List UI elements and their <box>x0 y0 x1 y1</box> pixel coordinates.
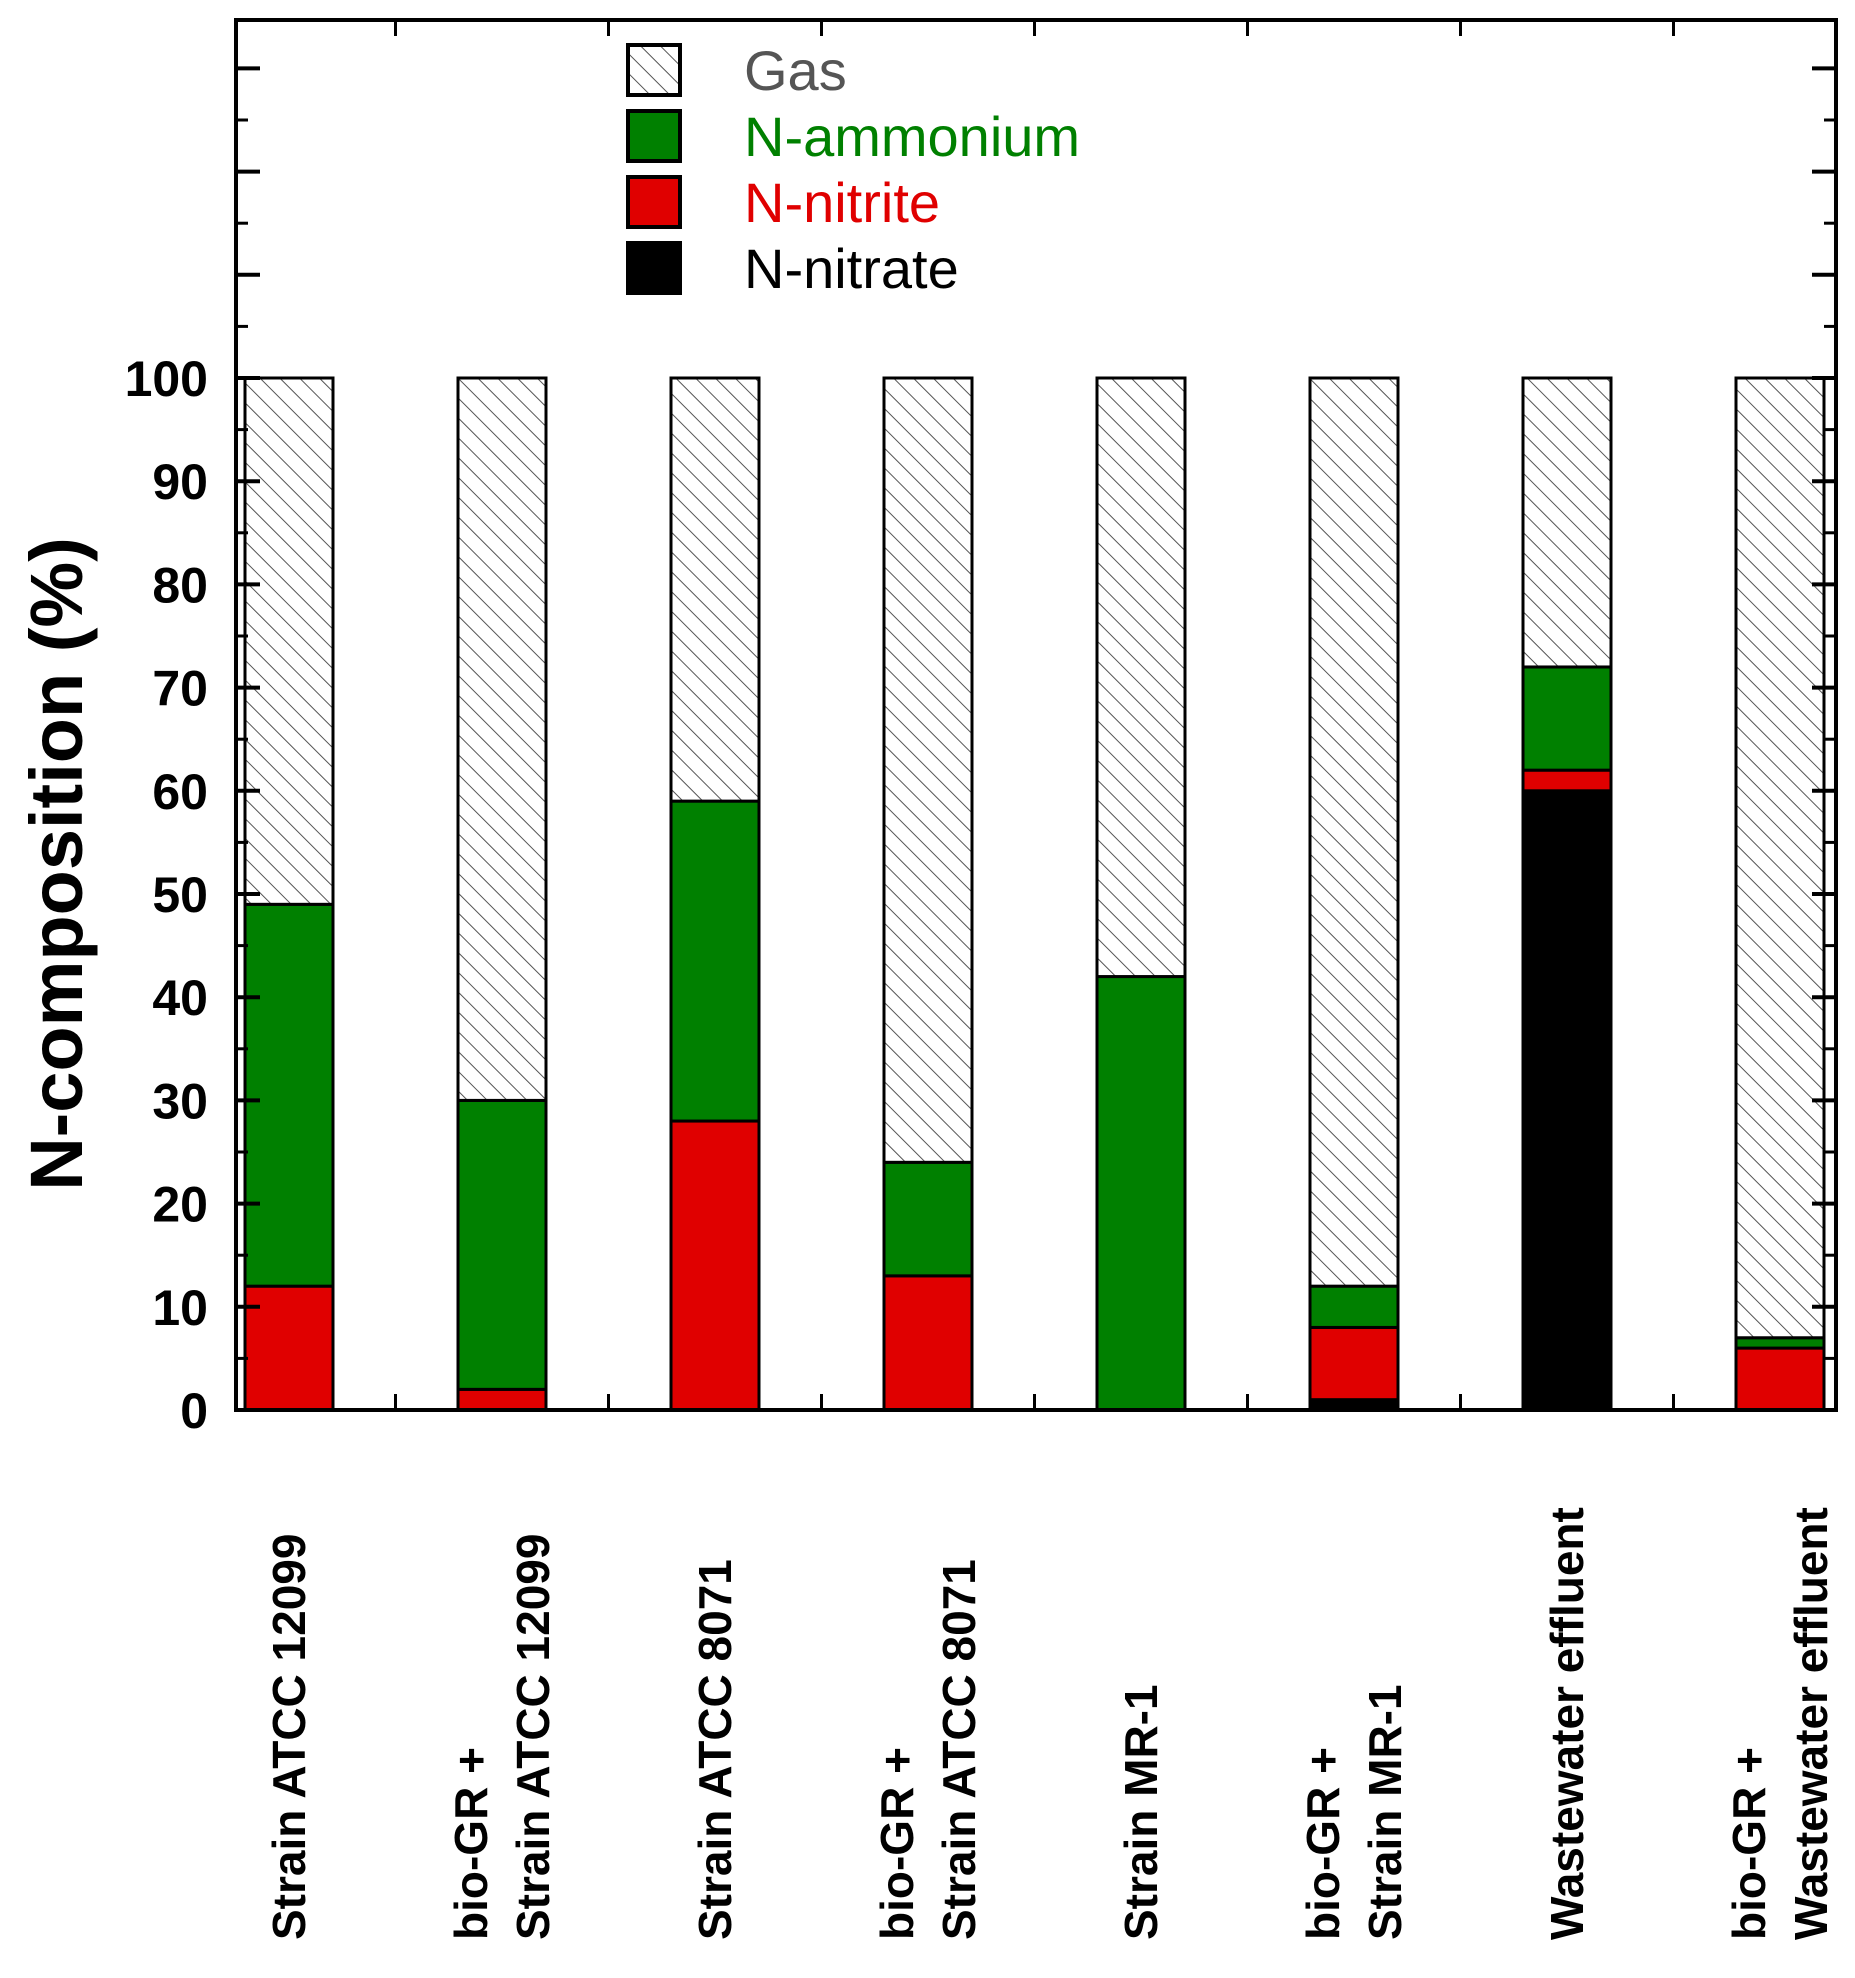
bar-n-nitrate-7 <box>1521 789 1613 1412</box>
x-category-label-line: Strain ATCC 12099 <box>263 1534 315 1940</box>
x-category-label: Strain MR-1 <box>1115 1684 1167 1940</box>
bars-layer <box>243 376 1826 1412</box>
bar-n-nitrite-6 <box>1308 1325 1400 1402</box>
legend-swatch <box>626 241 682 295</box>
legend-label: N-ammonium <box>744 105 1080 168</box>
legend-label: Gas <box>744 39 847 102</box>
bar-gas-3 <box>669 376 761 803</box>
y-tick-label: 40 <box>152 970 208 1026</box>
x-axis-categories: Strain ATCC 12099 bio-GR + Strain ATCC 120… <box>263 1507 1837 1940</box>
bar-gas-4 <box>882 376 974 1164</box>
y-tick-label: 100 <box>125 351 208 407</box>
legend-swatch <box>626 43 682 97</box>
y-tick-label: 90 <box>152 454 208 510</box>
x-category-label-line: Strain ATCC 12099 <box>507 1534 559 1940</box>
x-category-label-line: Strain MR-1 <box>1115 1684 1167 1940</box>
legend-item-gas: Gas <box>626 39 847 102</box>
y-axis-label: N-composition (%) <box>15 537 98 1191</box>
x-category-label: Strain ATCC 12099 <box>263 1534 315 1940</box>
x-category-label-line: Wastewater effluent <box>1541 1507 1593 1940</box>
legend-swatch <box>626 109 682 163</box>
x-category-label-line: Strain ATCC 8071 <box>933 1559 985 1940</box>
bar-n-nitrite-7 <box>1521 768 1613 793</box>
bar-gas-8 <box>1734 376 1826 1340</box>
y-tick-label: 60 <box>152 764 208 820</box>
x-category-label: bio-GR + Wastewater effluent <box>1723 1507 1837 1940</box>
x-category-label-line: Strain ATCC 8071 <box>689 1559 741 1940</box>
bar-n-ammonium-4 <box>882 1160 974 1278</box>
bar-n-nitrite-8 <box>1734 1346 1826 1412</box>
bar-n-ammonium-8 <box>1734 1336 1826 1350</box>
bar-n-ammonium-2 <box>456 1098 548 1391</box>
y-tick-label: 10 <box>152 1280 208 1336</box>
y-tick-label: 30 <box>152 1073 208 1129</box>
bar-n-ammonium-7 <box>1521 665 1613 772</box>
y-tick-label: 80 <box>152 557 208 613</box>
bar-gas-7 <box>1521 376 1613 669</box>
x-category-label: bio-GR + Strain ATCC 8071 <box>871 1559 985 1940</box>
bar-n-nitrite-1 <box>243 1284 335 1412</box>
x-category-label-line: bio-GR + <box>445 1747 497 1940</box>
bar-n-nitrite-2 <box>456 1387 548 1412</box>
legend-label: N-nitrite <box>744 171 940 234</box>
bar-n-ammonium-3 <box>669 799 761 1123</box>
x-category-label: Wastewater effluent <box>1541 1507 1593 1940</box>
legend-item-n-ammonium: N-ammonium <box>626 105 1080 168</box>
x-category-label-line: Wastewater effluent <box>1785 1507 1837 1940</box>
bar-n-ammonium-1 <box>243 902 335 1288</box>
legend-swatch <box>626 175 682 229</box>
bar-n-nitrite-3 <box>669 1119 761 1412</box>
x-category-label-line: bio-GR + <box>871 1747 923 1940</box>
x-category-label-line: Strain MR-1 <box>1359 1684 1411 1940</box>
bar-gas-6 <box>1308 376 1400 1288</box>
bar-n-ammonium-5 <box>1095 975 1187 1412</box>
y-tick-label: 0 <box>180 1383 208 1439</box>
y-tick-label: 50 <box>152 867 208 923</box>
bar-n-nitrite-4 <box>882 1274 974 1412</box>
x-category-label-line: bio-GR + <box>1723 1747 1775 1940</box>
bar-gas-1 <box>243 376 335 906</box>
bar-gas-5 <box>1095 376 1187 979</box>
bar-n-ammonium-6 <box>1308 1284 1400 1329</box>
bar-gas-2 <box>456 376 548 1102</box>
x-category-label-line: bio-GR + <box>1297 1747 1349 1940</box>
legend-item-n-nitrite: N-nitrite <box>626 171 940 234</box>
y-tick-label: 70 <box>152 661 208 717</box>
x-category-label: Strain ATCC 8071 <box>689 1559 741 1940</box>
x-category-label: bio-GR + Strain ATCC 12099 <box>445 1534 559 1940</box>
legend-item-n-nitrate: N-nitrate <box>626 237 959 300</box>
y-axis: 0 10 20 30 40 50 60 70 80 90 100 <box>125 20 1836 1439</box>
y-tick-label: 20 <box>152 1177 208 1233</box>
legend-label: N-nitrate <box>744 237 959 300</box>
x-category-label: bio-GR + Strain MR-1 <box>1297 1684 1411 1940</box>
